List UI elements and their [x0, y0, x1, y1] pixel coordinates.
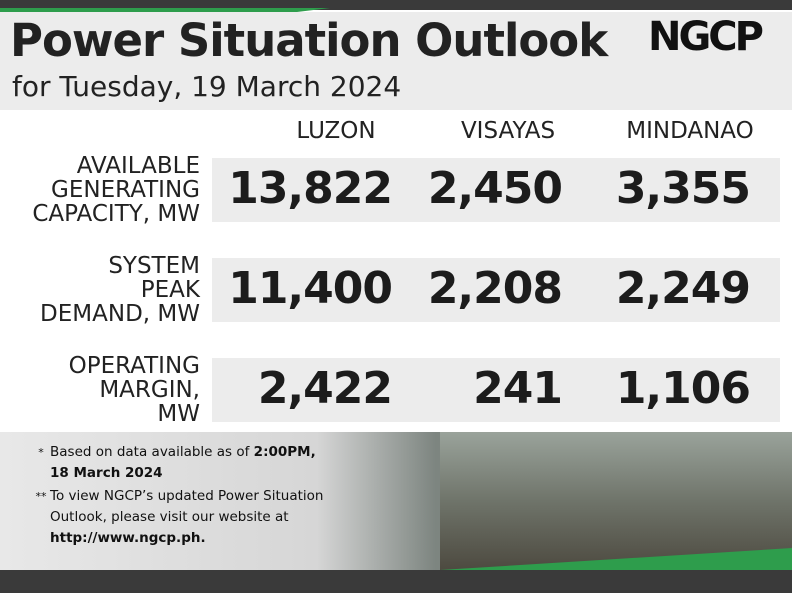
note-text: 18 March 2024: [50, 465, 163, 481]
row-label-line: MW: [157, 401, 200, 427]
row-label-line: GENERATING: [51, 177, 200, 203]
note-text: Based on data available as of: [50, 444, 254, 460]
row-label-line: MARGIN,: [99, 377, 200, 403]
title: Power Situation Outlook: [10, 14, 608, 67]
row-label: SYSTEM PEAK DEMAND, MW: [0, 254, 200, 326]
row-label-line: DEMAND, MW: [40, 301, 200, 327]
cell-value: 3,355: [615, 163, 751, 214]
accent-stripe: [0, 8, 330, 12]
row-label-line: OPERATING: [68, 353, 200, 379]
row-label-line: AVAILABLE: [76, 153, 200, 179]
note: ** To view NGCP’s updated Power Situation…: [32, 486, 324, 549]
column-header: LUZON: [296, 118, 376, 144]
note-text: http://www.ngcp.ph.: [50, 530, 206, 546]
note-marker: *: [38, 446, 44, 459]
column-header: VISAYAS: [460, 118, 556, 144]
cell-value: 241: [473, 363, 563, 414]
top-bar: [0, 0, 792, 10]
note-marker: **: [35, 490, 47, 503]
header-band: [0, 12, 792, 110]
cell-value: 2,422: [257, 363, 393, 414]
logo: NGCP: [648, 14, 764, 60]
note-line: * Based on data available as of 2:00PM,: [32, 442, 316, 463]
row-band: [212, 358, 780, 422]
note-text: Outlook, please visit our website at: [50, 509, 289, 525]
cell-value: 2,208: [427, 263, 563, 314]
cell-value: 11,400: [228, 263, 393, 314]
note-line: 18 March 2024: [32, 463, 316, 484]
cell-value: 1,106: [615, 363, 751, 414]
bottom-bar: [0, 570, 792, 593]
row-label-line: PEAK: [140, 277, 200, 303]
note-line: http://www.ngcp.ph.: [32, 528, 323, 549]
row-label-line: SYSTEM: [108, 253, 200, 279]
cell-value: 13,822: [228, 163, 393, 214]
column-header: MINDANAO: [626, 118, 754, 144]
row-label: AVAILABLE GENERATING CAPACITY, MW: [0, 154, 200, 226]
cell-value: 2,249: [615, 263, 751, 314]
note-text: 2:00PM,: [253, 444, 316, 460]
note-line: ** To view NGCP’s updated Power Situation: [32, 486, 324, 507]
note-text: To view NGCP’s updated Power Situation: [50, 488, 324, 504]
row-label: OPERATING MARGIN, MW: [0, 354, 200, 426]
note-line: Outlook, please visit our website at: [32, 507, 323, 528]
note: * Based on data available as of 2:00PM, 18…: [32, 442, 316, 484]
cell-value: 2,450: [427, 163, 563, 214]
row-band: [212, 258, 780, 322]
row-band: [212, 158, 780, 222]
subtitle: for Tuesday, 19 March 2024: [12, 70, 402, 103]
photo: [440, 432, 792, 570]
row-label-line: CAPACITY, MW: [32, 201, 200, 227]
